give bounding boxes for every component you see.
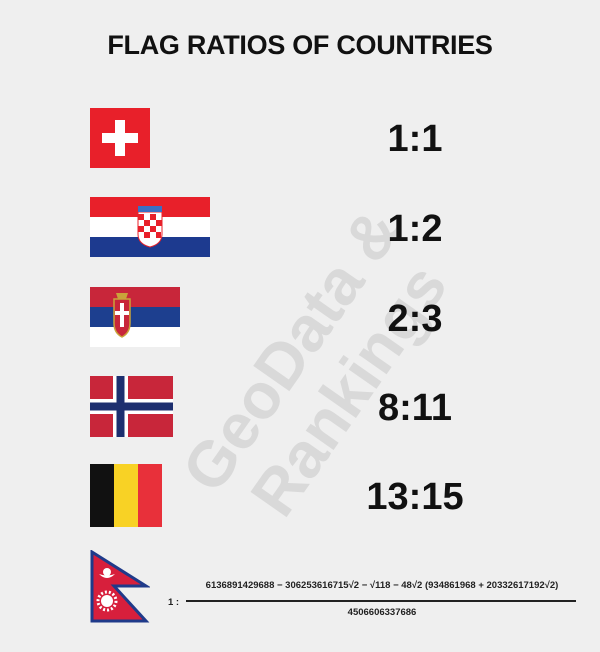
flag-belgium xyxy=(90,464,162,527)
flag-croatia xyxy=(90,197,210,257)
flag-nepal xyxy=(90,550,150,623)
flag-norway xyxy=(90,376,173,437)
page-title: FLAG RATIOS OF COUNTRIES xyxy=(107,30,493,60)
ratio-croatia: 1:2 xyxy=(387,208,443,250)
nepal-ratio-denominator: 4506606337686 xyxy=(347,607,417,618)
ratio-serbia: 2:3 xyxy=(387,298,443,340)
ratio-norway: 8:11 xyxy=(378,387,452,429)
flag-serbia xyxy=(90,287,180,347)
ratio-switzerland: 1:1 xyxy=(387,118,443,160)
nepal-ratio-numerator: 6136891429688 − 306253616715√2 − √118 − … xyxy=(205,580,559,591)
nepal-ratio-prefix: 1 : xyxy=(168,597,180,608)
flag-switzerland xyxy=(90,108,150,168)
ratio-belgium: 13:15 xyxy=(366,476,464,518)
fraction-bar xyxy=(186,600,576,602)
